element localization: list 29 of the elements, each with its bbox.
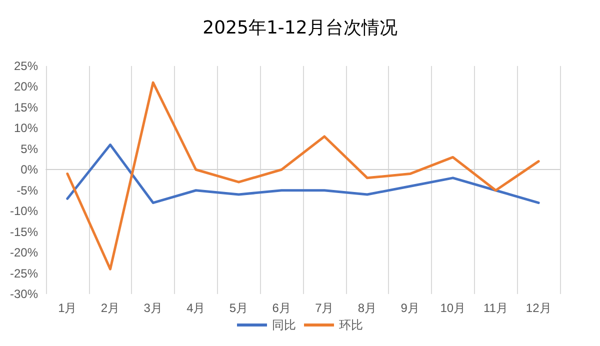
chart-title: 2025年1-12月台次情况 (202, 18, 398, 38)
y-tick-label: 20% (14, 80, 38, 94)
x-tick-label: 11月 (484, 301, 508, 315)
y-tick-label: 0% (20, 162, 38, 177)
y-tick-label: 10% (14, 121, 38, 136)
y-tick-label: 25% (14, 59, 38, 73)
x-tick-label: 12月 (526, 301, 552, 315)
x-tick-label: 8月 (358, 301, 377, 315)
x-tick-label: 10月 (440, 301, 466, 315)
y-tick-label: -5% (16, 183, 38, 198)
x-tick-label: 4月 (186, 301, 206, 315)
y-tick-label: -10% (10, 204, 38, 218)
x-tick-label: 1月 (58, 301, 77, 315)
legend-label: 同比 (272, 318, 296, 332)
y-tick-label: 5% (20, 142, 38, 156)
y-tick-label: -15% (10, 224, 38, 239)
x-tick-label: 7月 (315, 301, 334, 315)
line-series (66, 144, 540, 204)
y-tick-label: -20% (10, 246, 38, 260)
y-tick-label: -30% (10, 287, 38, 301)
x-tick-label: 5月 (229, 301, 248, 315)
x-tick-label: 2月 (100, 301, 120, 315)
y-tick-label: 15% (14, 100, 38, 114)
line-series (66, 81, 540, 270)
x-tick-label: 9月 (400, 301, 420, 315)
x-tick-label: 6月 (272, 301, 291, 315)
x-tick-label: 3月 (144, 301, 162, 315)
legend-label: 环比 (339, 318, 363, 332)
y-tick-label: -25% (10, 266, 38, 280)
